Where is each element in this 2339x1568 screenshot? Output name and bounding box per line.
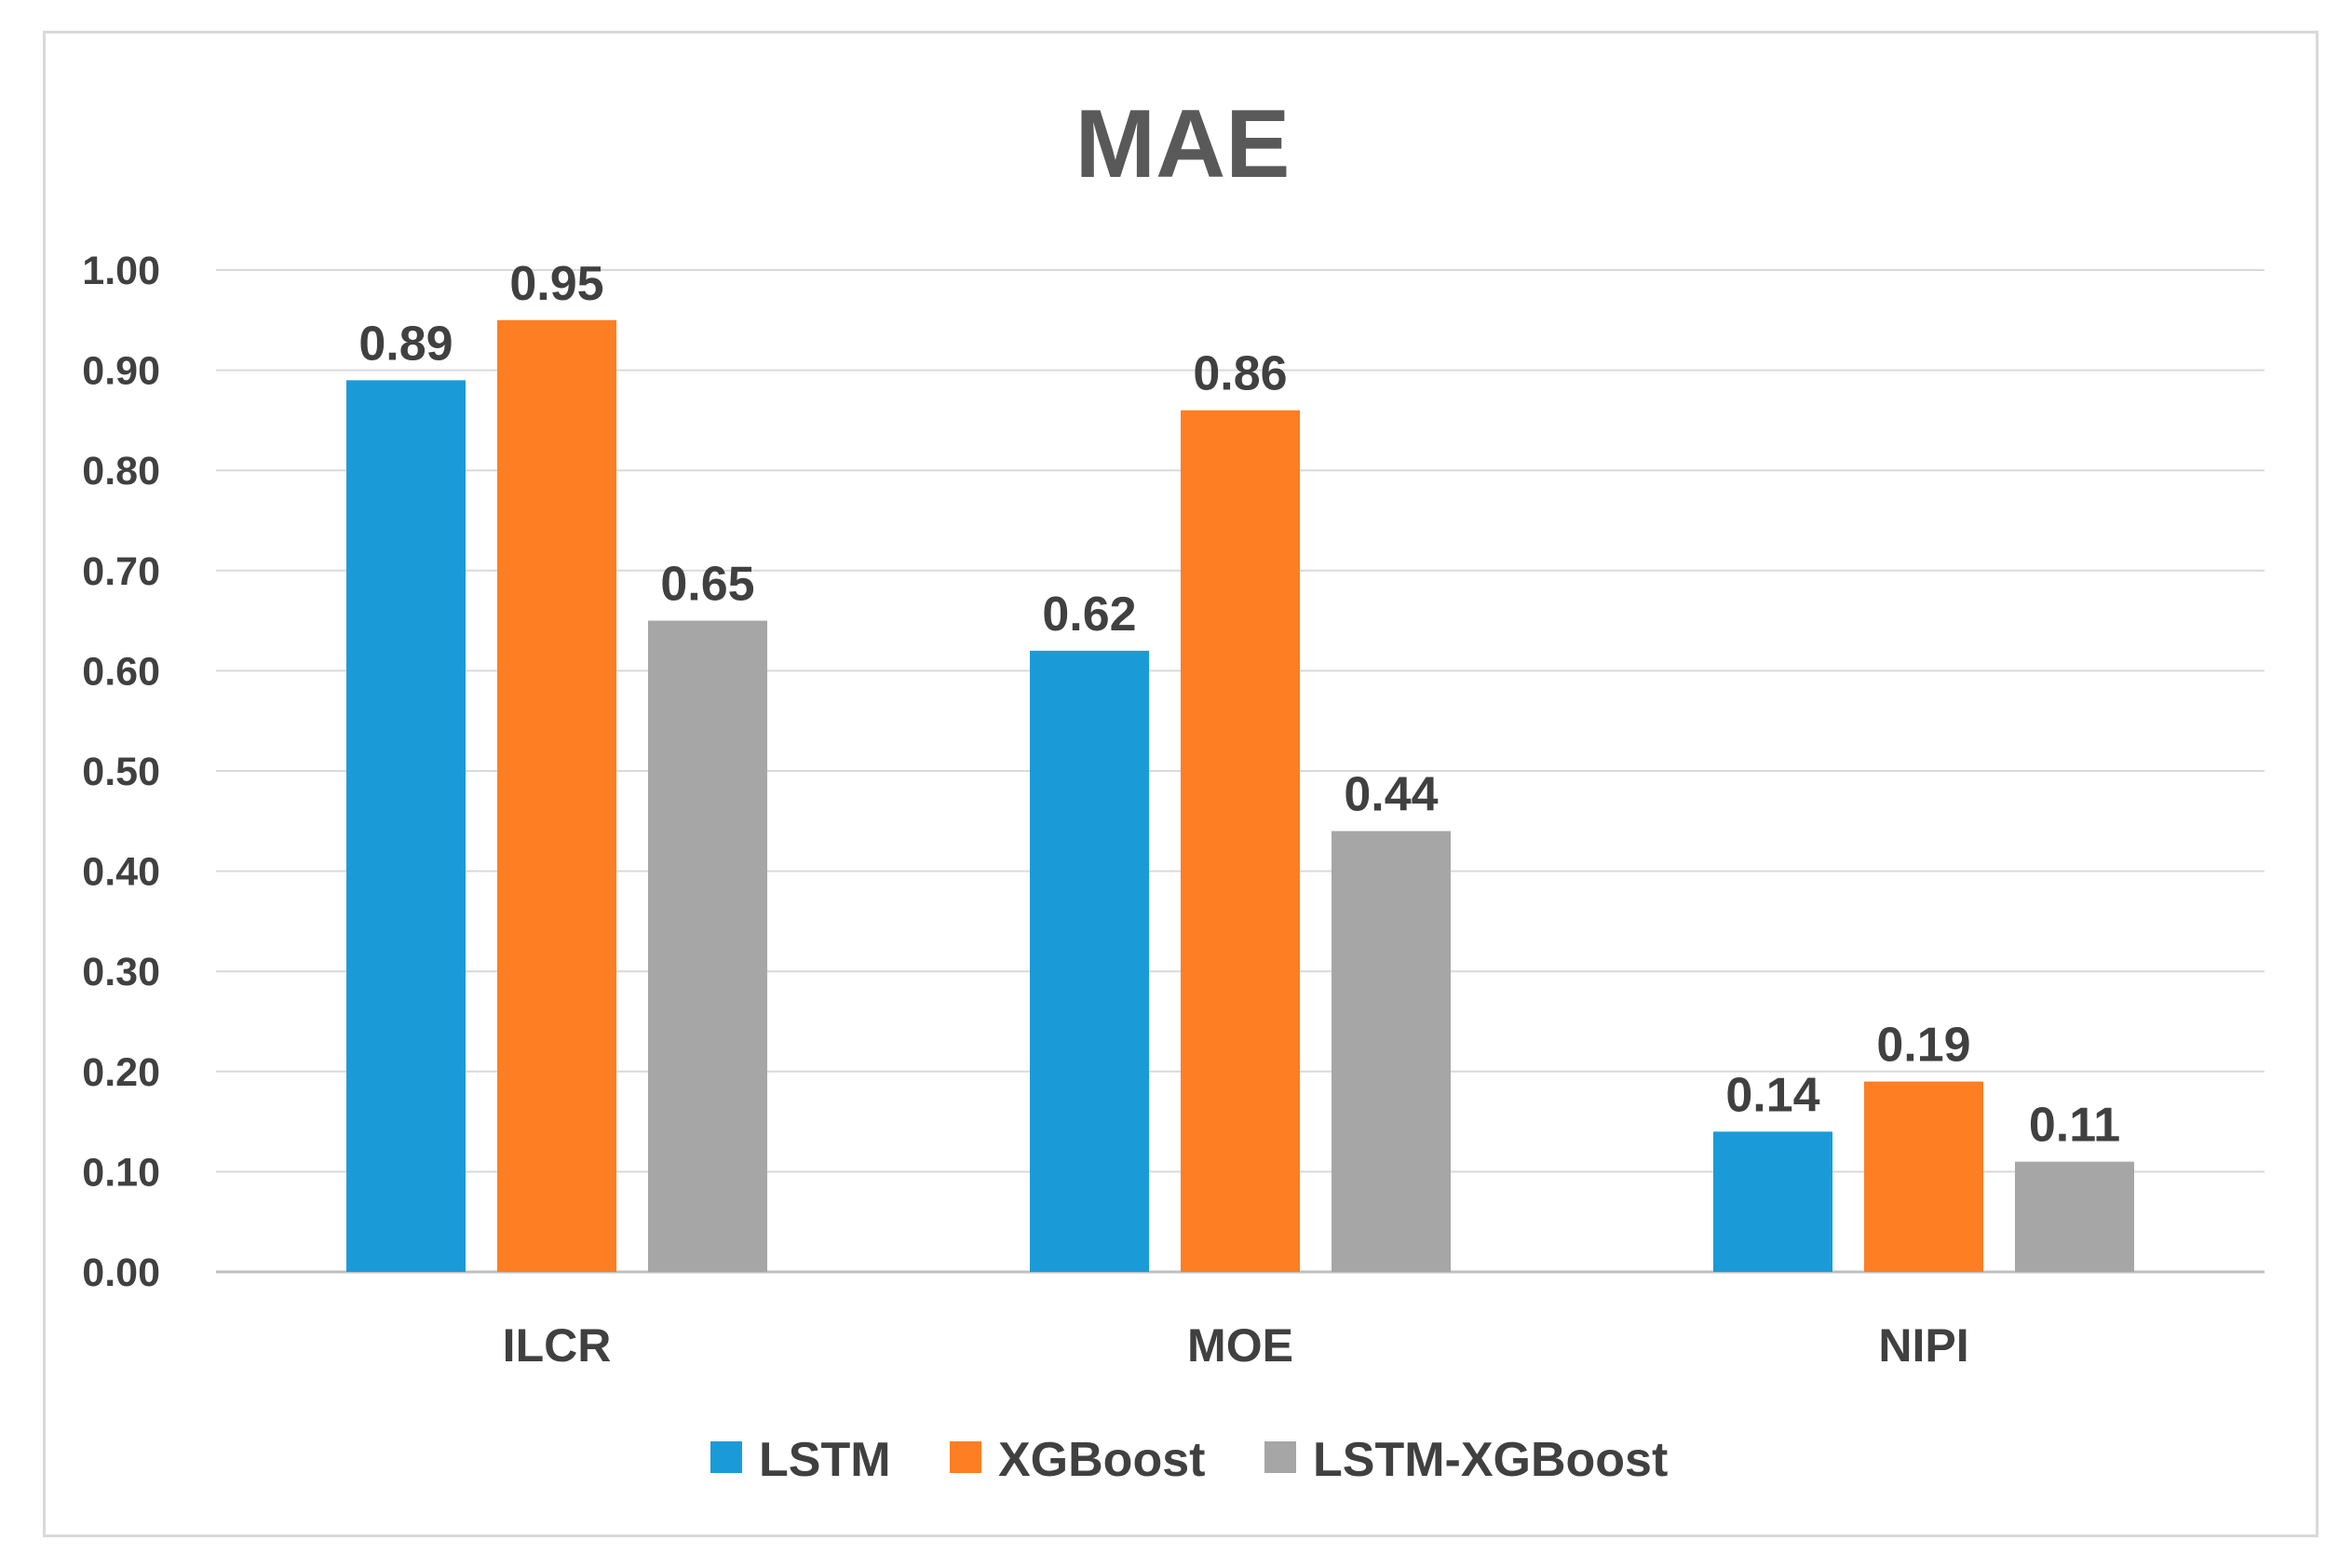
legend-item-xgboost[interactable]: XGBoost (950, 1433, 1205, 1487)
y-axis-ticks: 0.00 0.10 0.20 0.30 0.40 0.50 0.60 0.70 0.80 0.90… (82, 249, 160, 1295)
y-tick-label: 0.60 (82, 649, 160, 694)
data-label: 0.14 (1725, 1068, 1819, 1122)
y-tick-label: 0.20 (82, 1050, 160, 1095)
y-tick-label: 0.00 (82, 1250, 160, 1295)
legend-label: LSTM (759, 1433, 891, 1487)
legend-item-lstm[interactable]: LSTM (710, 1433, 891, 1487)
data-label: 0.44 (1344, 768, 1438, 822)
y-tick-label: 0.40 (82, 850, 160, 895)
y-tick-label: 0.70 (82, 549, 160, 594)
x-axis-categories: ILCR MOE NIPI (503, 1319, 1969, 1372)
legend-item-lstm-xgboost[interactable]: LSTM-XGBoost (1264, 1433, 1668, 1487)
legend-swatch (1264, 1441, 1296, 1473)
data-label: 0.62 (1042, 588, 1136, 642)
bar-xgboost-moe (1181, 410, 1300, 1272)
chart-title: MAE (1075, 90, 1290, 198)
bars (346, 319, 2134, 1272)
y-tick-label: 0.30 (82, 950, 160, 994)
bar-lstm-xgboost-ilcr (648, 620, 767, 1272)
bar-lstm-xgboost-nipi (2015, 1161, 2134, 1272)
bar-lstm-xgboost-moe (1332, 831, 1451, 1272)
x-category-label: MOE (1187, 1319, 1293, 1372)
legend-swatch (710, 1441, 742, 1473)
bar-xgboost-ilcr (497, 319, 616, 1272)
y-tick-label: 0.50 (82, 750, 160, 794)
data-label: 0.11 (2029, 1099, 2120, 1153)
legend-label: LSTM-XGBoost (1313, 1433, 1668, 1487)
y-tick-label: 1.00 (82, 249, 160, 293)
x-category-label: ILCR (503, 1319, 612, 1372)
data-labels: 0.89 0.95 0.65 0.62 0.86 0.44 0.14 0.19 0.11 (358, 257, 2120, 1153)
y-tick-label: 0.90 (82, 349, 160, 394)
data-label: 0.19 (1876, 1019, 1970, 1073)
data-label: 0.89 (358, 317, 453, 371)
bar-lstm-moe (1030, 650, 1149, 1272)
y-tick-label: 0.10 (82, 1150, 160, 1195)
data-label: 0.95 (509, 257, 603, 311)
data-label: 0.86 (1193, 347, 1287, 401)
bar-xgboost-nipi (1864, 1081, 1983, 1272)
x-category-label: NIPI (1878, 1319, 1968, 1372)
bar-lstm-ilcr (346, 380, 466, 1272)
bar-lstm-nipi (1713, 1131, 1832, 1272)
legend-swatch (950, 1441, 981, 1473)
data-label: 0.65 (660, 558, 754, 612)
legend-label: XGBoost (998, 1433, 1205, 1487)
legend[interactable]: LSTM XGBoost LSTM-XGBoost (710, 1433, 1668, 1487)
y-tick-label: 0.80 (82, 449, 160, 493)
